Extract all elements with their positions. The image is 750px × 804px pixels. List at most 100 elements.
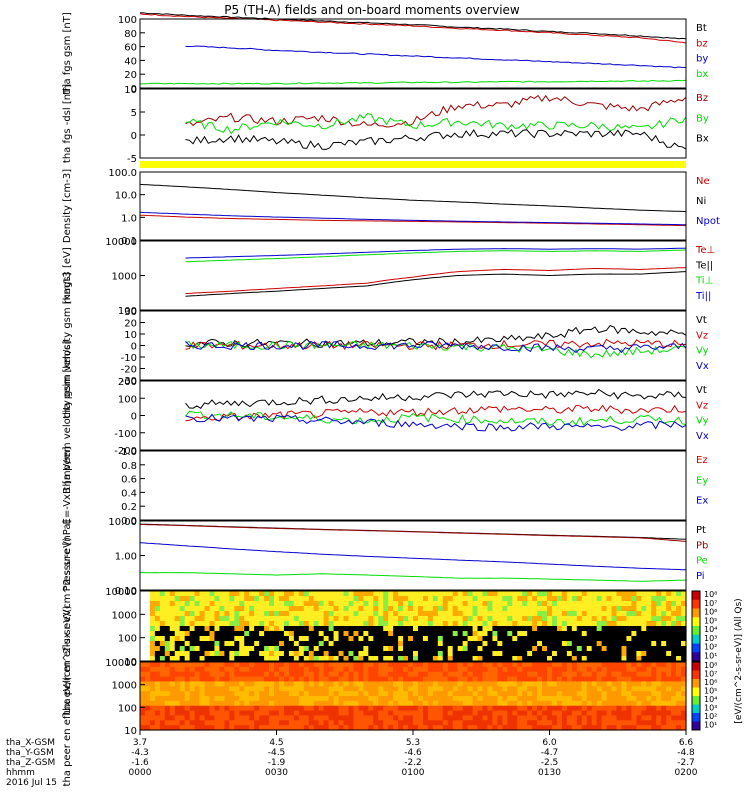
heatmap-cell [333, 631, 340, 637]
heatmap-cell [437, 725, 444, 731]
heatmap-cell [288, 705, 295, 712]
heatmap-cell [522, 705, 528, 712]
heatmap-cell [169, 596, 176, 602]
heatmap-cell [651, 715, 657, 721]
heatmap-cell [318, 700, 325, 707]
heatmap-cell [313, 621, 320, 627]
y-axis-label: E=-VxB [mV/m] [62, 446, 73, 524]
heatmap-cell [293, 691, 300, 697]
heatmap-cell [278, 646, 285, 652]
heatmap-cell [224, 676, 230, 683]
heatmap-cell [472, 700, 479, 707]
heatmap-cell [586, 710, 593, 717]
heatmap-cell [527, 601, 533, 607]
heatmap-cell [199, 616, 206, 622]
heatmap-cell [140, 666, 146, 673]
heatmap-cell [547, 616, 553, 622]
heatmap-cell [269, 646, 275, 652]
heatmap-cell [219, 621, 225, 627]
heatmap-cell [442, 651, 449, 657]
heatmap-cell [666, 671, 672, 678]
heatmap-cell [259, 676, 265, 683]
heatmap-cell [626, 671, 632, 678]
heatmap-cell [482, 676, 489, 683]
heatmap-cell [606, 621, 613, 627]
heatmap-cell [631, 611, 637, 617]
heatmap-cell [646, 596, 652, 602]
heatmap-cell [318, 611, 325, 617]
heatmap-cell [313, 671, 320, 678]
heatmap-cell [348, 646, 355, 652]
heatmap-cell [209, 656, 216, 662]
heatmap-cell [264, 616, 270, 622]
heatmap-cell [422, 696, 429, 702]
heatmap-cell [542, 656, 548, 662]
heatmap-cell [343, 681, 350, 687]
heatmap-cell [507, 646, 513, 652]
heatmap-cell [313, 596, 320, 602]
heatmap-cell [264, 611, 270, 617]
heatmap-cell [432, 596, 439, 602]
heatmap-cell [651, 616, 657, 622]
heatmap-cell [596, 662, 603, 668]
heatmap-cell [313, 646, 320, 652]
heatmap-cell [606, 651, 613, 657]
heatmap-cell [363, 710, 369, 717]
heatmap-cell [199, 646, 206, 652]
heatmap-cell [522, 696, 528, 702]
colorbar-segment [692, 670, 700, 680]
heatmap-cell [403, 601, 409, 607]
heatmap-cell [492, 636, 498, 642]
heatmap-cell [527, 651, 533, 657]
heatmap-cell [239, 691, 245, 697]
heatmap-cell [259, 666, 265, 673]
heatmap-cell [581, 700, 588, 707]
heatmap-cell [621, 656, 628, 662]
heatmap-cell [631, 621, 637, 627]
heatmap-cell [422, 681, 429, 687]
heatmap-cell [194, 686, 201, 692]
heatmap-cell [467, 696, 474, 702]
heatmap-cell [641, 591, 647, 597]
heatmap-cell [229, 626, 235, 632]
heatmap-cell [581, 696, 588, 702]
footer-value: 0200 [675, 768, 698, 778]
heatmap-cell [373, 700, 379, 707]
heatmap-cell [144, 676, 151, 683]
heatmap-cell [164, 666, 171, 673]
heatmap-cell [269, 662, 275, 668]
heatmap-cell [636, 666, 642, 673]
heatmap-cell [174, 636, 181, 642]
heatmap-cell [159, 720, 166, 726]
heatmap-cell [482, 671, 489, 678]
heatmap-cell [308, 611, 315, 617]
heatmap-cell [561, 621, 568, 627]
heatmap-cell [621, 676, 628, 683]
heatmap-cell [422, 710, 429, 717]
heatmap-cell [333, 710, 340, 717]
footer-value: -4.3 [131, 748, 149, 758]
footer-row-label: tha_Z-GSM [6, 758, 55, 768]
heatmap-cell [666, 616, 672, 622]
heatmap-cell [179, 666, 186, 673]
heatmap-cell [264, 636, 270, 642]
heatmap-cell [487, 662, 494, 668]
heatmap-cell [264, 626, 270, 632]
heatmap-cell [452, 621, 459, 627]
heatmap-cell [606, 691, 613, 697]
heatmap-cell [154, 656, 161, 662]
heatmap-cell [164, 705, 171, 712]
heatmap-cell [184, 631, 191, 637]
heatmap-cell [204, 631, 211, 637]
heatmap-cell [611, 656, 618, 662]
heatmap-cell [328, 671, 335, 678]
heatmap-cell [676, 715, 682, 721]
heatmap-cell [601, 662, 608, 668]
heatmap-cell [149, 681, 156, 687]
heatmap-cell [462, 705, 469, 712]
heatmap-cell [547, 611, 553, 617]
heatmap-cell [408, 705, 414, 712]
heatmap-cell [159, 591, 166, 597]
heatmap-cell [368, 720, 374, 726]
